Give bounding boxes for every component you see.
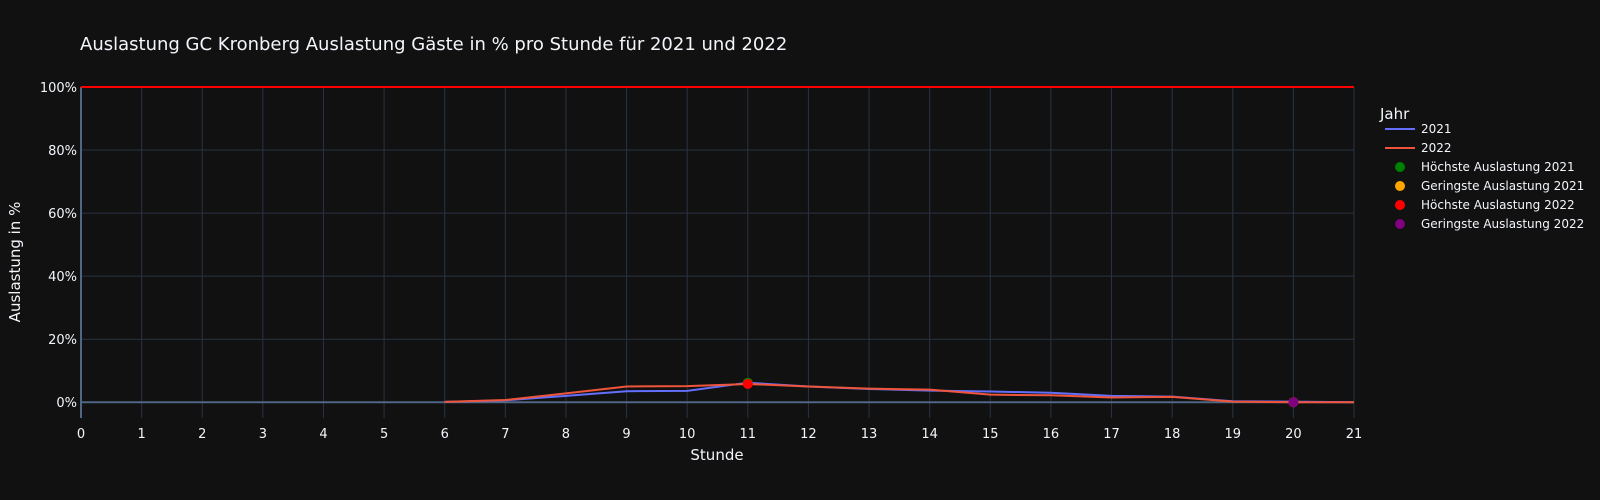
extreme-markers <box>742 377 1299 408</box>
marker-geringste-auslastung-2022[interactable] <box>1288 397 1299 408</box>
y-tick-label: 40% <box>48 270 77 285</box>
series-lines <box>444 381 1355 404</box>
legend-item-label[interactable]: 2022 <box>1421 141 1452 155</box>
legend-item-label[interactable]: Geringste Auslastung 2021 <box>1421 179 1584 193</box>
x-tick-label: 18 <box>1164 427 1181 442</box>
chart-title: Auslastung GC Kronberg Auslastung Gäste … <box>80 34 787 55</box>
x-tick-label: 14 <box>921 427 938 442</box>
x-tick-label: 11 <box>740 427 757 442</box>
legend-item-label[interactable]: Höchste Auslastung 2022 <box>1421 198 1575 212</box>
y-axis-label: Auslastung in % <box>6 202 24 323</box>
x-tick-label: 9 <box>622 427 630 442</box>
y-tick-label: 60% <box>48 207 77 222</box>
x-tick-label: 12 <box>800 427 817 442</box>
x-tick-label: 10 <box>679 427 696 442</box>
x-tick-label: 5 <box>380 427 388 442</box>
legend-item-label[interactable]: Geringste Auslastung 2022 <box>1421 217 1584 231</box>
x-tick-label: 20 <box>1285 427 1302 442</box>
x-tick-label: 13 <box>861 427 878 442</box>
legend-marker-swatch <box>1395 162 1405 172</box>
x-tick-label: 15 <box>982 427 999 442</box>
y-tick-label: 20% <box>48 333 77 348</box>
x-tick-label: 16 <box>1043 427 1060 442</box>
x-tick-label: 8 <box>562 427 570 442</box>
x-tick-label: 1 <box>137 427 145 442</box>
x-tick-label: 19 <box>1224 427 1241 442</box>
legend-title: Jahr <box>1379 105 1410 123</box>
x-tick-label: 21 <box>1346 427 1363 442</box>
series-line-2022[interactable] <box>444 382 1354 404</box>
x-tick-label: 6 <box>441 427 449 442</box>
legend[interactable]: Jahr 2021 2022 Höchste Auslastung 2021 Geri… <box>1379 105 1584 231</box>
x-axis-label: Stunde <box>690 446 743 464</box>
x-tick-label: 2 <box>198 427 206 442</box>
plot-area <box>81 87 1354 418</box>
x-axis-ticks: 0 1 2 3 4 5 6 7 8 9 10 11 12 13 14 15 16 17 18 19 20 21 <box>77 427 1362 442</box>
legend-marker-swatch <box>1395 181 1405 191</box>
y-tick-label: 100% <box>40 81 77 96</box>
legend-item-label[interactable]: 2021 <box>1421 122 1452 136</box>
x-tick-label: 3 <box>259 427 267 442</box>
legend-marker-swatch <box>1395 200 1405 210</box>
x-tick-label: 17 <box>1103 427 1120 442</box>
x-tick-label: 7 <box>501 427 509 442</box>
y-tick-label: 80% <box>48 144 77 159</box>
legend-marker-swatch <box>1395 219 1405 229</box>
legend-item-label[interactable]: Höchste Auslastung 2021 <box>1421 160 1575 174</box>
x-tick-label: 4 <box>319 427 327 442</box>
y-tick-label: 0% <box>56 396 77 411</box>
x-tick-label: 0 <box>77 427 85 442</box>
y-axis-ticks: 0% 20% 40% 60% 80% 100% <box>40 81 77 411</box>
marker-höchste-auslastung-2022[interactable] <box>742 378 753 389</box>
